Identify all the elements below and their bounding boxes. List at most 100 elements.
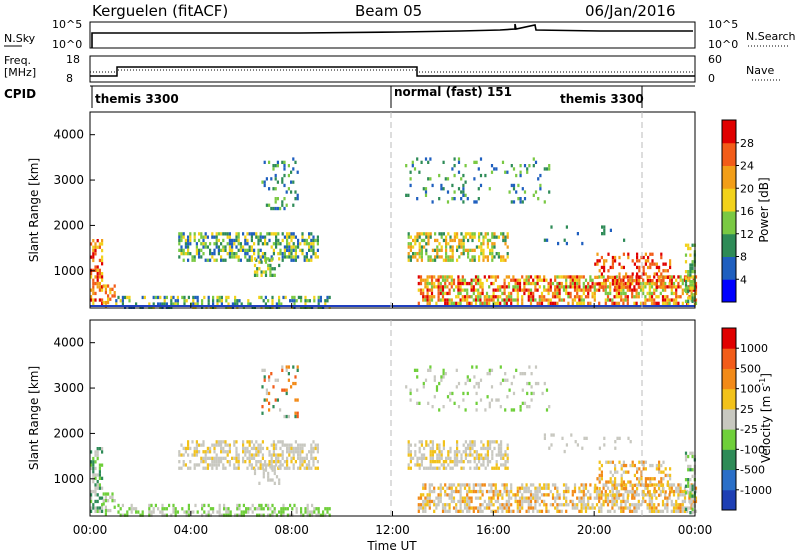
- echo-cell: [104, 492, 107, 496]
- echo-cell: [510, 503, 513, 507]
- echo-cell: [584, 509, 588, 513]
- echo-cell: [584, 295, 588, 299]
- echo-cell: [457, 301, 460, 305]
- echo-cell: [431, 453, 434, 457]
- echo-cell: [474, 298, 478, 302]
- echo-cell: [209, 252, 212, 256]
- echo-cell: [288, 446, 291, 451]
- echo-cell: [460, 190, 463, 194]
- echo-cell: [466, 509, 469, 513]
- echo-cell: [274, 398, 277, 402]
- echo-cell: [419, 503, 423, 507]
- echo-cell: [209, 513, 212, 517]
- echo-cell: [483, 483, 486, 487]
- echo-cell: [565, 496, 568, 500]
- echo-cell: [211, 232, 214, 236]
- echo-cell: [684, 276, 688, 280]
- echo-cell: [270, 453, 273, 457]
- echo-cell: [688, 506, 691, 510]
- echo-cell: [233, 242, 236, 246]
- echo-cell: [276, 164, 279, 168]
- echo-cell: [182, 446, 185, 451]
- echo-cell: [261, 440, 264, 444]
- echo-cell: [493, 235, 496, 239]
- echo-cell: [501, 483, 504, 487]
- echo-cell: [258, 503, 261, 508]
- echo-cell: [589, 483, 592, 487]
- freq-tick-bottom: 8: [66, 72, 73, 85]
- echo-cell: [609, 291, 612, 296]
- echo-cell: [239, 258, 242, 262]
- echo-cell: [90, 460, 93, 464]
- echo-cell: [658, 463, 661, 468]
- echo-cell: [469, 440, 472, 444]
- echo-cell: [183, 295, 186, 300]
- echo-cell: [471, 365, 474, 369]
- echo-cell: [529, 291, 533, 296]
- echo-cell: [474, 496, 478, 500]
- echo-cell: [200, 235, 203, 239]
- echo-cell: [538, 298, 541, 302]
- echo-cell: [462, 398, 465, 402]
- echo-cell: [571, 506, 574, 510]
- echo-cell: [534, 275, 537, 279]
- echo-cell: [446, 301, 449, 305]
- echo-cell: [603, 269, 606, 273]
- echo-cell: [613, 301, 616, 305]
- echo-cell: [493, 446, 496, 451]
- echo-cell: [521, 388, 524, 392]
- echo-cell: [94, 248, 97, 253]
- echo-cell: [627, 470, 630, 474]
- echo-cell: [457, 483, 460, 487]
- echo-cell: [436, 446, 439, 451]
- echo-cell: [624, 295, 627, 299]
- echo-cell: [316, 450, 319, 454]
- echo-cell: [484, 408, 487, 412]
- echo-cell: [236, 299, 239, 303]
- echo-cell: [446, 486, 449, 490]
- echo-cell: [627, 279, 630, 283]
- echo-cell: [516, 281, 519, 286]
- echo-cell: [609, 477, 612, 481]
- echo-cell: [474, 295, 478, 299]
- echo-cell: [620, 483, 623, 487]
- echo-cell: [558, 509, 561, 513]
- echo-cell: [261, 466, 264, 470]
- echo-cell: [445, 235, 448, 239]
- echo-cell: [543, 436, 546, 440]
- echo-cell: [301, 232, 304, 236]
- echo-cell: [220, 232, 223, 236]
- echo-cell: [304, 302, 307, 306]
- echo-cell: [470, 506, 473, 510]
- echo-cell: [279, 206, 282, 211]
- echo-cell: [648, 295, 651, 299]
- echo-cell: [94, 493, 97, 497]
- echo-cell: [274, 200, 277, 204]
- echo-cell: [94, 252, 97, 256]
- echo-cell: [615, 301, 618, 305]
- echo-cell: [540, 298, 544, 302]
- echo-cell: [606, 499, 610, 504]
- echo-cell: [275, 232, 278, 236]
- echo-cell: [250, 238, 253, 243]
- echo-cell: [176, 510, 179, 514]
- echo-cell: [226, 450, 229, 454]
- echo-cell: [284, 507, 287, 511]
- echo-cell: [466, 489, 469, 494]
- echo-cell: [193, 238, 196, 243]
- echo-cell: [523, 486, 526, 490]
- echo-cell: [314, 255, 317, 259]
- echo-cell: [426, 288, 429, 292]
- echo-cell: [506, 232, 509, 236]
- echo-cell: [104, 287, 107, 291]
- echo-cell: [567, 486, 570, 490]
- echo-cell: [502, 255, 505, 259]
- echo-cell: [275, 513, 278, 517]
- echo-cell: [622, 487, 625, 491]
- echo-cell: [636, 487, 639, 491]
- echo-cell: [253, 466, 256, 470]
- echo-cell: [675, 486, 678, 490]
- echo-cell: [271, 510, 274, 514]
- echo-cell: [267, 507, 270, 511]
- echo-cell: [92, 473, 95, 477]
